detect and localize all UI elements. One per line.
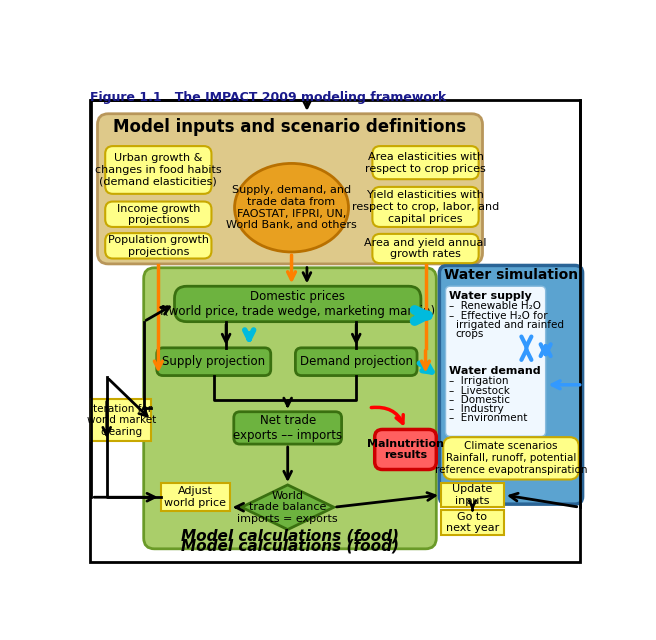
Text: –  Industry: – Industry xyxy=(449,404,504,414)
FancyBboxPatch shape xyxy=(98,114,483,264)
FancyBboxPatch shape xyxy=(445,286,546,436)
FancyBboxPatch shape xyxy=(443,437,579,479)
Text: Figure 1.1   The IMPACT 2009 modeling framework: Figure 1.1 The IMPACT 2009 modeling fram… xyxy=(90,91,446,104)
Text: Water supply: Water supply xyxy=(449,291,532,301)
FancyBboxPatch shape xyxy=(375,429,436,470)
FancyBboxPatch shape xyxy=(105,146,211,194)
Text: –  Environment: – Environment xyxy=(449,413,528,423)
Text: Supply, demand, and
trade data from
FAOSTAT, IFPRI, UN,
World Bank, and others: Supply, demand, and trade data from FAOS… xyxy=(226,186,357,230)
Text: Yield elasticities with
respect to crop, labor, and
capital prices: Yield elasticities with respect to crop,… xyxy=(352,190,499,223)
Text: Area and yield annual
growth rates: Area and yield annual growth rates xyxy=(364,237,487,259)
FancyBboxPatch shape xyxy=(373,146,479,179)
Text: Iteration for
world market
clearing: Iteration for world market clearing xyxy=(87,404,156,437)
Text: Income growth
projections: Income growth projections xyxy=(117,204,200,225)
Text: Water simulation: Water simulation xyxy=(444,268,578,282)
Text: Water demand: Water demand xyxy=(449,365,541,376)
Polygon shape xyxy=(241,485,334,529)
Text: Climate scenarios
Rainfall, runoff, potential
reference evapotranspiration: Climate scenarios Rainfall, runoff, pote… xyxy=(435,442,587,474)
Text: Population growth
projections: Population growth projections xyxy=(108,236,209,257)
Text: Adjust
world price: Adjust world price xyxy=(164,486,226,508)
Text: Model inputs and scenario definitions: Model inputs and scenario definitions xyxy=(113,118,466,136)
Text: Area elasticities with
respect to crop prices: Area elasticities with respect to crop p… xyxy=(365,152,486,174)
Text: World
trade balance
imports = exports: World trade balance imports = exports xyxy=(237,491,338,524)
Bar xyxy=(441,483,504,508)
Bar xyxy=(91,399,152,441)
Text: Model calculations (food): Model calculations (food) xyxy=(181,528,399,543)
Text: Update
inputs: Update inputs xyxy=(452,484,493,506)
FancyBboxPatch shape xyxy=(440,266,583,504)
Bar xyxy=(161,483,230,511)
FancyBboxPatch shape xyxy=(105,233,211,259)
Text: Urban growth &
changes in food habits
(demand elasticities): Urban growth & changes in food habits (d… xyxy=(95,154,222,187)
Text: irrigated and rainfed: irrigated and rainfed xyxy=(455,320,564,330)
FancyBboxPatch shape xyxy=(144,268,436,549)
Text: –  Irrigation: – Irrigation xyxy=(449,376,509,387)
Text: Malnutrition
results: Malnutrition results xyxy=(367,438,444,460)
Text: –  Livestock: – Livestock xyxy=(449,385,510,396)
Text: Demand projection: Demand projection xyxy=(300,355,413,368)
Text: Supply projection: Supply projection xyxy=(162,355,265,368)
FancyArrowPatch shape xyxy=(371,407,403,423)
Text: Domestic prices
f(world price, trade wedge, marketing margin): Domestic prices f(world price, trade wed… xyxy=(160,290,436,318)
FancyBboxPatch shape xyxy=(234,412,342,444)
Bar xyxy=(441,510,504,535)
FancyBboxPatch shape xyxy=(157,348,271,376)
FancyBboxPatch shape xyxy=(105,202,211,227)
FancyBboxPatch shape xyxy=(295,348,417,376)
Text: Net trade
exports –– imports: Net trade exports –– imports xyxy=(233,414,342,442)
Ellipse shape xyxy=(235,163,348,252)
FancyBboxPatch shape xyxy=(373,234,479,263)
Text: crops: crops xyxy=(455,330,484,339)
Text: –  Renewable H₂O: – Renewable H₂O xyxy=(449,301,541,311)
Text: Model calculations (food): Model calculations (food) xyxy=(181,539,399,554)
Text: –  Domestic: – Domestic xyxy=(449,395,510,405)
Text: Go to
next year: Go to next year xyxy=(446,512,499,533)
FancyBboxPatch shape xyxy=(373,187,479,227)
Text: –  Effective H₂O for: – Effective H₂O for xyxy=(449,311,548,321)
FancyBboxPatch shape xyxy=(174,286,421,322)
